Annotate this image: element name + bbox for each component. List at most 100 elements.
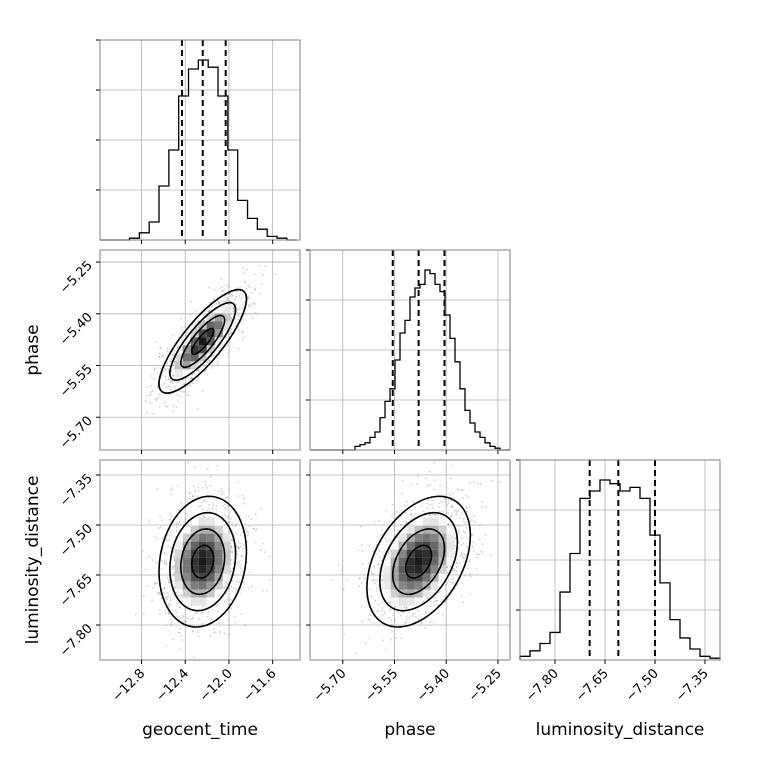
scatter-point [447, 511, 449, 514]
scatter-point [462, 542, 465, 545]
scatter-point [444, 596, 447, 599]
density-cell [422, 517, 431, 526]
scatter-point [238, 581, 241, 584]
density-cell [182, 541, 191, 550]
scatter-point [167, 603, 170, 606]
scatter-point [163, 560, 166, 563]
scatter-point [198, 505, 201, 508]
scatter-point [264, 265, 267, 267]
scatter-point [209, 634, 212, 637]
scatter-point [163, 559, 166, 561]
scatter-point [374, 578, 377, 581]
density-cell [190, 337, 199, 346]
scatter-point [433, 601, 436, 603]
scatter-point [170, 546, 173, 549]
scatter-point [206, 352, 209, 355]
scatter-point [393, 525, 396, 528]
scatter-point [148, 519, 151, 522]
scatter-point [160, 598, 163, 600]
scatter-point [465, 527, 468, 529]
scatter-point [433, 479, 436, 481]
scatter-point [173, 587, 176, 589]
scatter-point [242, 547, 245, 549]
scatter-point [460, 552, 463, 555]
scatter-point [243, 581, 246, 584]
scatter-point [194, 466, 197, 469]
scatter-point [233, 300, 236, 303]
scatter-point [464, 574, 467, 577]
density-cell [222, 549, 231, 558]
scatter-point [185, 334, 187, 337]
scatter-point [170, 370, 173, 373]
density-cell [214, 541, 223, 550]
scatter-point [232, 561, 235, 564]
x-tick-label: −7.80 [523, 666, 562, 705]
scatter-point [426, 498, 429, 501]
scatter-point [194, 490, 197, 493]
joint-panel-phase-luminosity-distance: −5.70 −5.55 −5.40 −5.25 [306, 459, 511, 705]
scatter-point [363, 577, 366, 580]
scatter-point [191, 494, 194, 497]
density-cell [222, 565, 231, 574]
scatter-point [237, 481, 240, 483]
scatter-point [156, 384, 159, 387]
scatter-point [230, 546, 233, 548]
scatter-point [469, 575, 472, 578]
scatter-point [233, 308, 235, 311]
scatter-point [239, 534, 242, 537]
scatter-point [234, 621, 237, 624]
density-cell [422, 533, 431, 542]
y-tick-label: −7.65 [57, 571, 96, 610]
x-tick-label: −12.8 [110, 666, 149, 705]
scatter-point [412, 614, 414, 617]
scatter-point [360, 582, 363, 584]
scatter-point [262, 589, 264, 592]
scatter-point [202, 499, 205, 501]
scatter-point [230, 293, 233, 296]
density-cell [438, 525, 447, 534]
scatter-point [164, 612, 167, 615]
scatter-point [166, 405, 169, 408]
scatter-point [173, 405, 175, 407]
scatter-point [220, 493, 223, 496]
density-cell [206, 541, 215, 550]
scatter-point [446, 581, 449, 584]
scatter-point [424, 626, 426, 629]
scatter-point [242, 494, 245, 497]
scatter-point [468, 506, 471, 509]
scatter-point [148, 394, 151, 397]
scatter-point [227, 603, 230, 606]
scatter-point [417, 609, 419, 612]
scatter-point [373, 572, 376, 575]
scatter-point [472, 515, 475, 517]
scatter-point [227, 333, 230, 336]
scatter-point [455, 562, 458, 564]
scatter-point [199, 516, 201, 518]
scatter-point [180, 635, 183, 637]
scatter-point [233, 574, 236, 576]
scatter-point [160, 583, 163, 585]
scatter-point [378, 550, 381, 552]
scatter-point [462, 530, 465, 532]
scatter-point [197, 489, 200, 492]
scatter-point [151, 559, 154, 561]
scatter-point [152, 413, 155, 416]
scatter-point [231, 523, 233, 526]
scatter-point [190, 618, 192, 621]
scatter-point [159, 515, 161, 518]
scatter-point [442, 510, 445, 513]
scatter-point [227, 505, 229, 508]
scatter-point [378, 567, 381, 569]
scatter-point [387, 552, 390, 555]
scatter-point [244, 522, 246, 525]
scatter-point [437, 505, 440, 508]
scatter-point [446, 572, 449, 574]
scatter-point [228, 330, 231, 332]
scatter-point [472, 481, 475, 484]
scatter-point [432, 621, 435, 623]
scatter-point [218, 622, 221, 624]
scatter-point [383, 611, 386, 614]
scatter-point [451, 514, 454, 517]
density-cell [190, 565, 199, 574]
